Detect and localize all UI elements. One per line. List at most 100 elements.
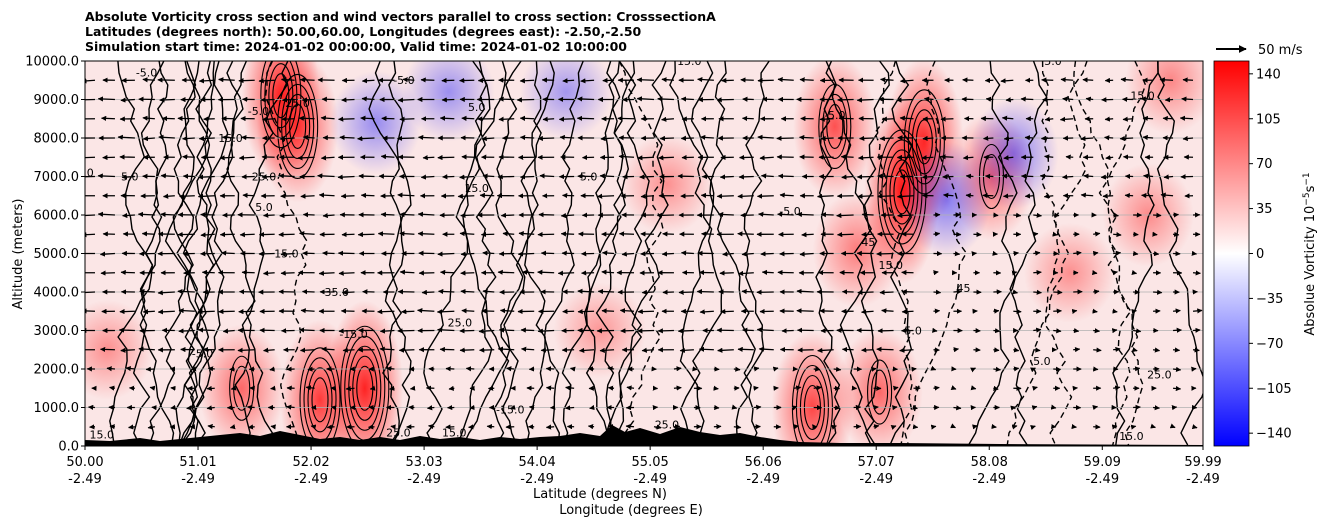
wind-vector-6-11 xyxy=(300,193,315,199)
wind-vector-10-12 xyxy=(318,270,335,276)
wind-vector-7-15 xyxy=(380,211,395,218)
wind-vector-2-25 xyxy=(576,115,595,121)
wind-vector-14-3 xyxy=(138,346,155,352)
wind-vector-5-23 xyxy=(539,173,555,179)
contour-label-18: 25.0 xyxy=(448,317,473,330)
x-tick-label-lat-5: 55.05 xyxy=(632,455,669,470)
contour-line-5 xyxy=(1073,61,1131,446)
wind-vector-11-0 xyxy=(85,291,96,294)
wind-vector-17-6 xyxy=(206,405,215,411)
wind-vector-2-55 xyxy=(1179,115,1194,121)
wind-vectors xyxy=(85,76,1203,430)
wind-vector-17-21 xyxy=(510,404,516,410)
wind-vector-14-45 xyxy=(993,347,1000,353)
wind-vector-3-7 xyxy=(222,134,235,141)
wind-vector-1-47 xyxy=(1020,96,1034,102)
wind-vector-15-7 xyxy=(229,366,235,372)
contour-line-25 xyxy=(825,61,876,446)
wind-vector-12-17 xyxy=(417,307,435,314)
contour-label-25: 15.0 xyxy=(90,428,115,441)
wind-vector-10-51 xyxy=(1112,270,1118,276)
contour-label-32: 15.0 xyxy=(464,182,489,195)
wind-vector-12-39 xyxy=(861,309,874,315)
contour-line-0 xyxy=(595,61,636,446)
wind-vector-14-15 xyxy=(379,346,395,352)
wind-vector-15-42 xyxy=(930,365,937,371)
wind-vector-4-39 xyxy=(858,155,874,161)
contour-line-34 xyxy=(234,61,289,446)
y-tick-label-10: 10000.0 xyxy=(25,55,79,70)
contour-ring-1-4 xyxy=(277,73,319,179)
x-tick-label-lon-4: -2.49 xyxy=(520,472,554,487)
wind-vector-16-7 xyxy=(230,385,237,391)
x-tick-label-lon-2: -2.49 xyxy=(294,472,328,487)
wind-vector-5-46 xyxy=(1001,173,1014,179)
contour-ring-3-2 xyxy=(307,367,333,433)
wind-vector-14-54 xyxy=(1172,347,1181,353)
wind-vector-8-15 xyxy=(377,231,395,237)
wind-vector-6-44 xyxy=(965,192,974,199)
wind-vector-4-8 xyxy=(238,155,255,161)
wind-vector-9-20 xyxy=(482,250,495,256)
wind-vector-3-37 xyxy=(820,135,834,142)
wind-vector-12-42 xyxy=(933,308,941,314)
wind-vector-15-5 xyxy=(190,366,197,372)
wind-vector-14-51 xyxy=(1113,346,1121,353)
wind-vector-4-0 xyxy=(85,156,96,159)
wind-vector-0-52 xyxy=(1120,77,1134,83)
contour-label-22: 45 xyxy=(957,282,971,295)
contour-label-23: 5.0 xyxy=(1033,355,1051,368)
wind-vector-7-41 xyxy=(897,212,914,219)
wind-vector-2-12 xyxy=(320,115,335,121)
wind-vector-15-44 xyxy=(970,367,976,373)
wind-vector-0-7 xyxy=(218,77,235,83)
wind-vector-7-4 xyxy=(160,211,175,218)
wind-vector-18-44 xyxy=(972,424,978,430)
wind-vector-4-7 xyxy=(219,155,235,161)
wind-vector-16-18 xyxy=(448,385,455,391)
wind-vector-10-26 xyxy=(601,269,615,275)
wind-vector-12-19 xyxy=(461,308,475,314)
contour-line-10 xyxy=(967,61,1048,446)
wind-vector-3-5 xyxy=(182,135,195,142)
wind-vector-1-54 xyxy=(1164,97,1174,103)
wind-vector-18-27 xyxy=(625,423,635,430)
wind-vector-11-48 xyxy=(1053,289,1063,295)
wind-vector-13-16 xyxy=(397,328,415,334)
contour-line-16 xyxy=(139,61,175,446)
wind-vector-18-19 xyxy=(468,424,475,430)
wind-vector-1-9 xyxy=(260,97,275,103)
wind-vector-17-4 xyxy=(170,404,176,410)
wind-vector-3-17 xyxy=(418,134,435,141)
wind-vector-17-39 xyxy=(873,404,879,411)
wind-vector-18-7 xyxy=(229,424,236,430)
x-tick-label-lon-5: -2.49 xyxy=(633,472,667,487)
wind-vector-2-53 xyxy=(1142,115,1154,121)
wind-vector-3-3 xyxy=(142,135,155,142)
y-tick-label-4: 4000.0 xyxy=(34,286,80,301)
wind-vector-14-16 xyxy=(398,347,415,353)
wind-vector-13-6 xyxy=(197,327,215,333)
wind-vector-1-2 xyxy=(120,97,135,103)
colorbar-tick-label-8: −140 xyxy=(1256,427,1292,442)
wind-vector-0-9 xyxy=(258,78,275,84)
wind-vector-4-38 xyxy=(840,154,854,160)
wind-vector-2-41 xyxy=(899,115,914,121)
wind-vector-14-22 xyxy=(521,346,535,352)
wind-vector-6-26 xyxy=(596,193,615,199)
wind-vector-17-12 xyxy=(330,405,337,411)
colorbar-tick-label-1: 105 xyxy=(1256,112,1281,127)
contour-ring-15-2 xyxy=(867,359,893,425)
wind-vector-8-50 xyxy=(1093,231,1101,237)
wind-vector-1-14 xyxy=(361,96,375,102)
contour-label-1: 15.0 xyxy=(218,132,243,145)
wind-vector-7-10 xyxy=(279,213,295,219)
y-tick-label-0: 0.0 xyxy=(58,440,79,455)
wind-vector-5-50 xyxy=(1083,173,1094,179)
quiver-key: 50 m/s xyxy=(1216,43,1303,58)
colorbar-tick-label-7: −105 xyxy=(1256,382,1292,397)
wind-vector-1-49 xyxy=(1062,96,1074,102)
wind-vector-14-30 xyxy=(679,347,694,353)
contour-line-11 xyxy=(180,61,215,446)
